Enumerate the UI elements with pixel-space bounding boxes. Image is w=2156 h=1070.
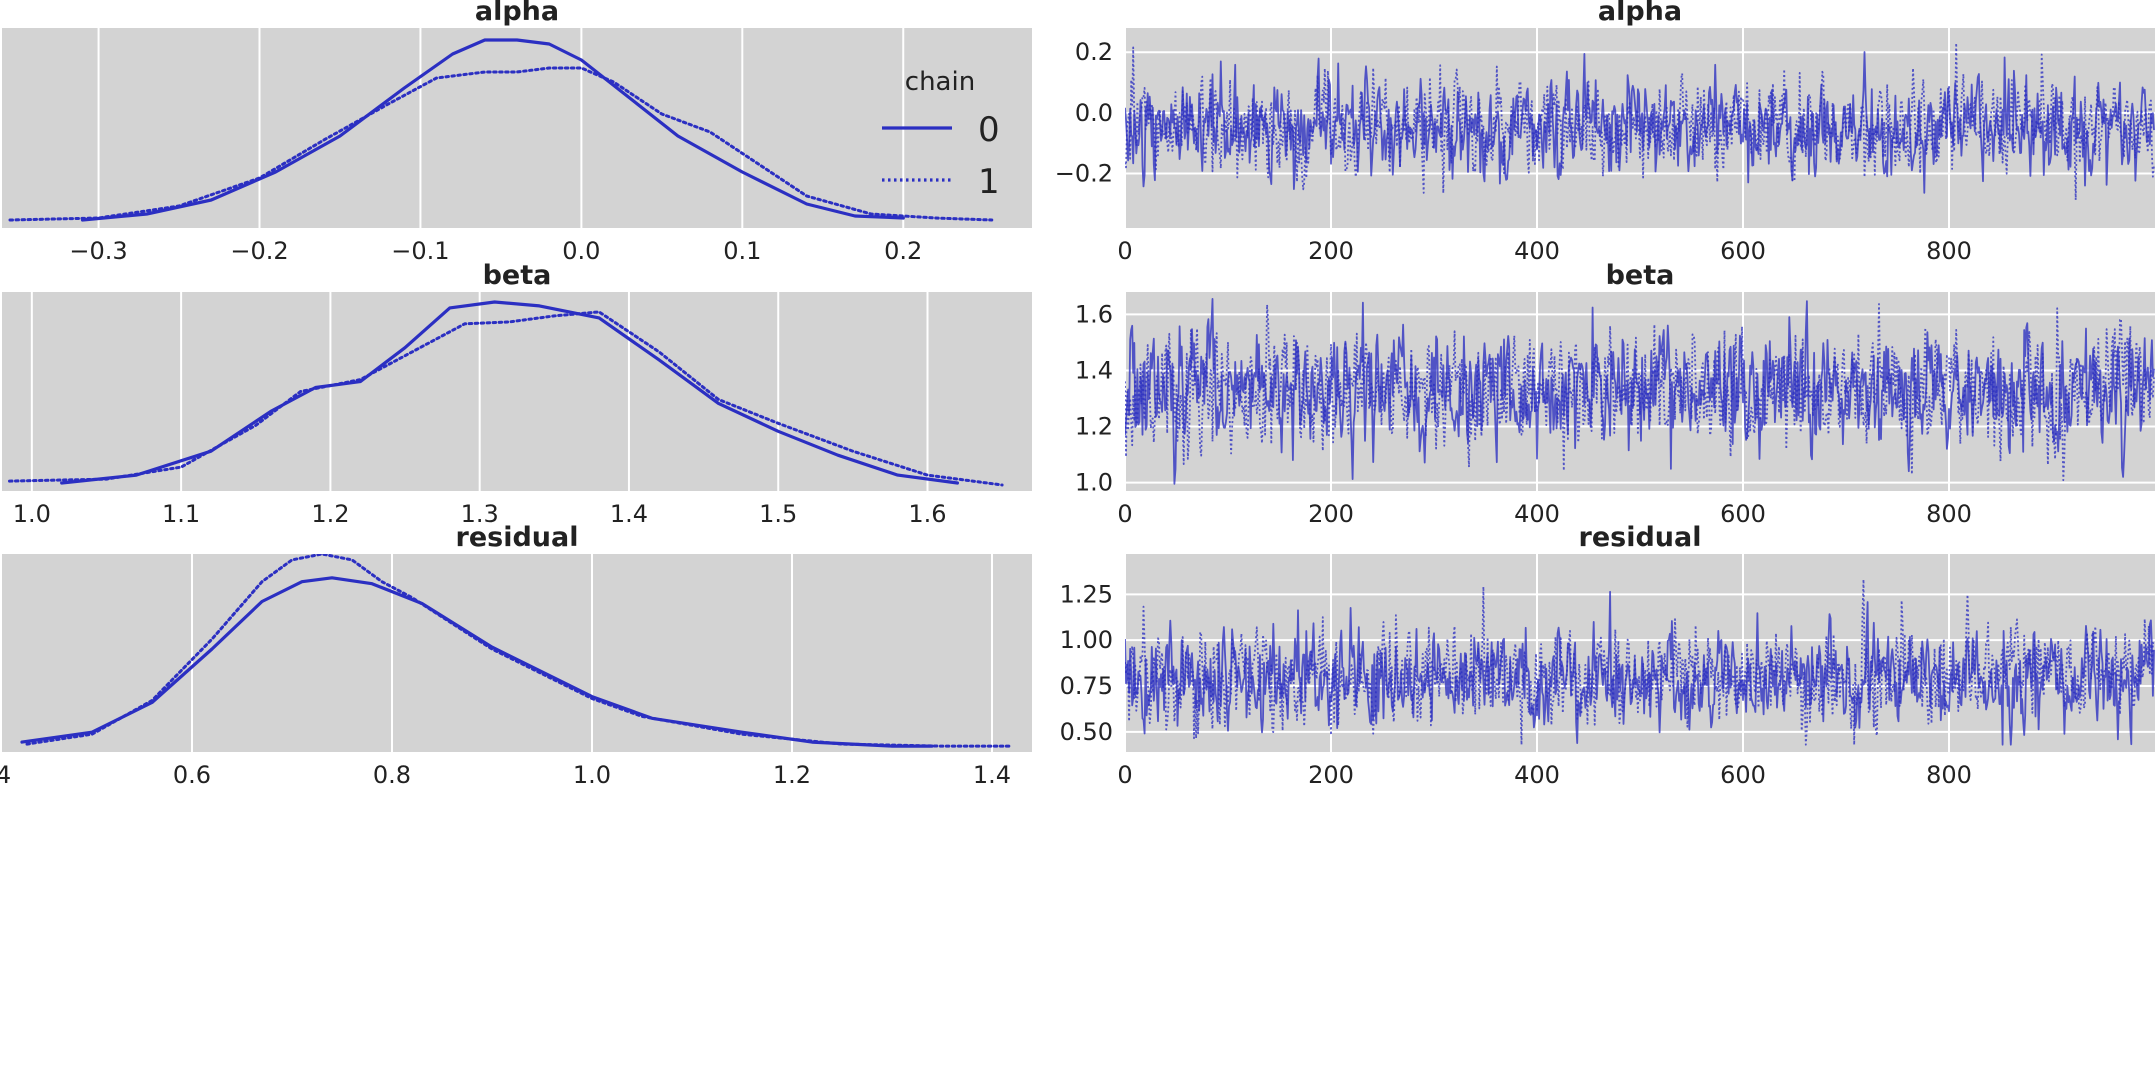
series-layer (8, 300, 1004, 487)
x-tick-label: 0.2 (884, 237, 922, 265)
legend-label-chain-1: 1 (978, 162, 1000, 202)
residual-trace-panel: 0 200 400 600 800 0.50 0.75 1.00 1.25 residual (1060, 522, 2155, 789)
x-tick-label: 0.0 (562, 237, 600, 265)
x-tick-label: 1.1 (162, 500, 200, 528)
x-tick-label: 600 (1720, 237, 1766, 265)
panel-title: residual (1579, 522, 1702, 553)
x-tick-label: −0.2 (230, 237, 288, 265)
y-tick-label: 0.2 (1075, 38, 1113, 66)
series-layer (1125, 297, 2155, 485)
trace-line-chain-0 (1125, 51, 2155, 194)
y-tick-label: 1.6 (1075, 300, 1113, 328)
x-tick-label: 1.2 (773, 761, 811, 789)
x-tick-label: 400 (1514, 500, 1560, 528)
x-tick-label: 200 (1308, 237, 1354, 265)
x-tick-label: 800 (1926, 500, 1972, 528)
density-line-chain-1 (8, 310, 1004, 487)
y-tick-label: 1.4 (1075, 356, 1113, 384)
trace-line-chain-1 (1125, 578, 2155, 746)
x-tick-label: 600 (1720, 761, 1766, 789)
y-tick-label: 1.2 (1075, 413, 1113, 441)
x-tick-label: 200 (1308, 761, 1354, 789)
alpha-density-panel: −0.3 −0.2 −0.1 0.0 0.1 0.2 alpha (2, 0, 1032, 265)
x-tick-label: 1.0 (573, 761, 611, 789)
legend-label-chain-0: 0 (978, 110, 1000, 150)
trace-line-chain-1 (1125, 303, 2155, 482)
density-line-chain-0 (20, 576, 934, 748)
x-tick-label: 0.6 (173, 761, 211, 789)
y-tick-label: 0.75 (1060, 672, 1113, 700)
x-tick-label: 1.0 (13, 500, 51, 528)
beta-density-panel: 1.0 1.1 1.2 1.3 1.4 1.5 1.6 beta (2, 260, 1032, 528)
y-tick-label: 0.0 (1075, 99, 1113, 127)
alpha-trace-panel: 0 200 400 600 800 −0.2 0.0 0.2 alpha (1055, 0, 2155, 265)
x-tick-label: 0 (1117, 237, 1132, 265)
y-tick-label: −0.2 (1055, 159, 1113, 187)
plot-area (2, 292, 1032, 491)
x-tick-label: 200 (1308, 500, 1354, 528)
x-tick-label: 0 (1117, 500, 1132, 528)
x-tick-label: 1.5 (759, 500, 797, 528)
x-tick-label: 1.6 (908, 500, 946, 528)
panel-title: beta (483, 260, 552, 291)
series-layer (8, 38, 994, 222)
x-tick-label: 800 (1926, 761, 1972, 789)
x-tick-label: 0.1 (723, 237, 761, 265)
x-tick-label: 0.8 (373, 761, 411, 789)
y-tick-label: 1.00 (1060, 626, 1113, 654)
legend-title: chain (905, 67, 975, 97)
x-tick-label: 0 (1117, 761, 1132, 789)
x-tick-label: 1.4 (973, 761, 1011, 789)
x-tick-label: 1.2 (311, 500, 349, 528)
x-tick-label: 1.4 (610, 500, 648, 528)
plot-area (2, 28, 1032, 228)
x-tick-label: −0.3 (69, 237, 127, 265)
density-line-chain-0 (60, 300, 960, 485)
y-tick-label: 0.50 (1060, 718, 1113, 746)
x-tick-label: 0.4 (0, 761, 11, 789)
x-tick-label: 400 (1514, 761, 1560, 789)
x-tick-label: 400 (1514, 237, 1560, 265)
x-tick-label: −0.1 (391, 237, 449, 265)
panel-title: residual (456, 522, 579, 553)
density-line-chain-1 (8, 66, 994, 222)
y-tick-label: 1.25 (1060, 580, 1113, 608)
panel-title: alpha (1598, 0, 1682, 27)
series-layer (1125, 42, 2155, 201)
beta-trace-panel: 0 200 400 600 800 1.0 1.2 1.4 1.6 beta (1075, 260, 2155, 528)
x-tick-label: 1.3 (461, 500, 499, 528)
panel-title: alpha (475, 0, 559, 27)
density-line-chain-1 (25, 554, 1014, 748)
plot-area (2, 554, 1032, 752)
series-layer (20, 554, 1014, 748)
y-tick-label: 1.0 (1075, 469, 1113, 497)
trace-line-chain-1 (1125, 42, 2155, 201)
residual-density-panel: 0.4 0.6 0.8 1.0 1.2 1.4 residual (0, 522, 1032, 789)
watermark: @稀土掘金技术社区 (1995, 1044, 2148, 1064)
x-tick-label: 600 (1720, 500, 1766, 528)
panel-title: beta (1606, 260, 1675, 291)
x-tick-label: 800 (1926, 237, 1972, 265)
series-layer (1125, 578, 2155, 746)
